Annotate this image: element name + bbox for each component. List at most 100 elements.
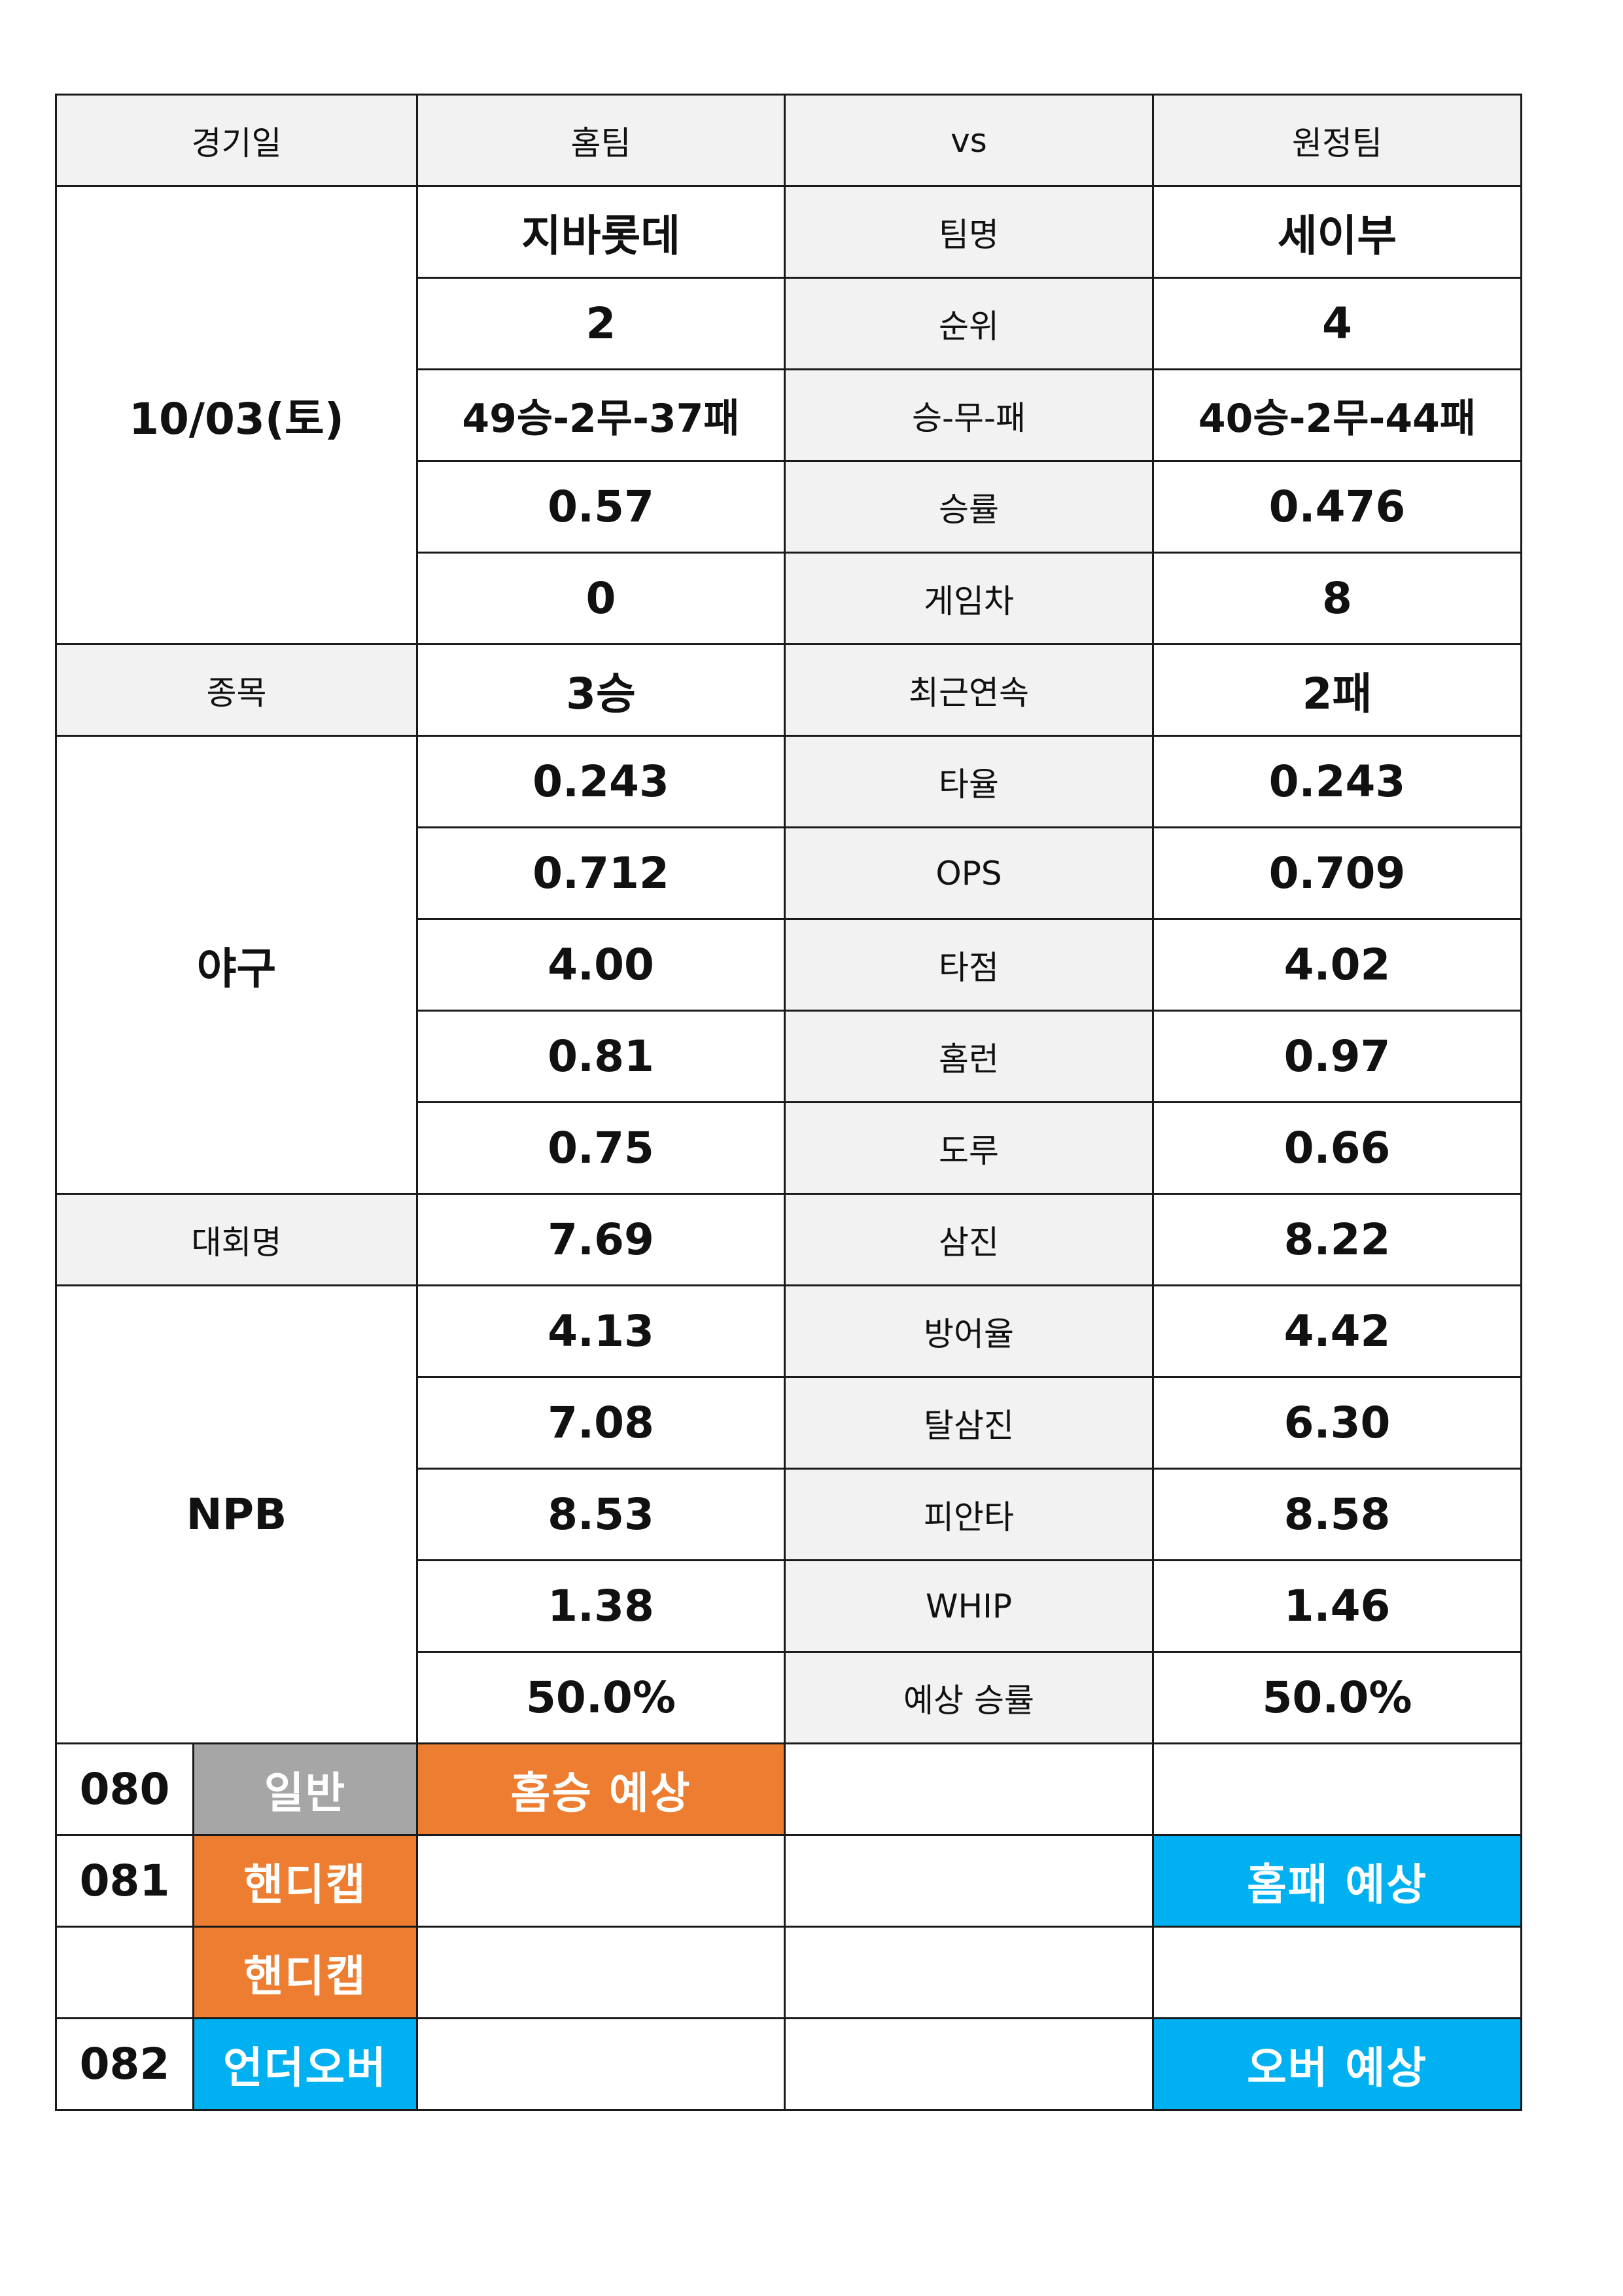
pick-empty-cell	[784, 1742, 1154, 1836]
home-team-name: 지바롯데	[416, 185, 786, 279]
away-value: 1.46	[1152, 1559, 1522, 1653]
stat-label: 승률	[784, 460, 1154, 554]
home-value: 49승-2무-37패	[416, 368, 786, 462]
away-pick	[1152, 1926, 1522, 2019]
stat-row: 0.75 도루 0.66	[56, 1101, 1522, 1195]
stat-row: 대회명 7.69 삼진 8.22	[55, 1193, 1522, 1286]
home-value: 4.00	[416, 918, 786, 1012]
home-streak: 3승	[416, 643, 786, 737]
away-value: 50.0%	[1152, 1651, 1522, 1744]
stat-label: 삼진	[784, 1193, 1154, 1286]
pick-number: 080	[55, 1742, 194, 1836]
away-value: 6.30	[1152, 1376, 1522, 1470]
away-value: 0.709	[1152, 826, 1522, 920]
home-value: 0.243	[416, 735, 786, 828]
away-value: 0.97	[1152, 1010, 1522, 1103]
pick-number: 081	[55, 1834, 194, 1928]
stat-row: 8.53 피안타 8.58	[56, 1468, 1522, 1561]
stat-label: 방어율	[784, 1284, 1154, 1378]
match-date: 10/03(토)	[55, 185, 418, 645]
league-value: NPB	[55, 1284, 418, 1744]
stat-label: 팀명	[784, 185, 1154, 279]
pick-row: 082 언더오버 오버 예상	[55, 2017, 1522, 2111]
stat-label: 피안타	[784, 1468, 1154, 1561]
away-value: 4	[1152, 277, 1522, 370]
home-pick: 홈승 예상	[416, 1742, 786, 1836]
stat-row: 0.81 홈런 0.97	[56, 1010, 1522, 1103]
away-streak: 2패	[1152, 643, 1522, 737]
header-date: 경기일	[55, 94, 418, 187]
stat-row: 1.38 WHIP 1.46	[56, 1559, 1522, 1653]
stat-row: NPB 4.13 방어율 4.42	[55, 1284, 1522, 1744]
stat-label: OPS	[784, 826, 1154, 920]
home-pick	[416, 2017, 786, 2111]
pick-empty-cell	[784, 1926, 1154, 2019]
stat-row: 7.08 탈삼진 6.30	[56, 1376, 1522, 1470]
stat-row: 종목 3승 최근연속 2패	[55, 643, 1522, 737]
stat-row: 0 게임차 8	[56, 552, 1522, 645]
away-pick: 홈패 예상	[1152, 1834, 1522, 1928]
stat-row: 4.00 타점 4.02	[56, 918, 1522, 1012]
stat-label: 순위	[784, 277, 1154, 370]
stat-row: 야구 0.243 타율 0.243	[55, 735, 1522, 1195]
home-value: 7.08	[416, 1376, 786, 1470]
stat-label: 승-무-패	[784, 368, 1154, 462]
home-value: 50.0%	[416, 1651, 786, 1744]
stat-label: 타율	[784, 735, 1154, 828]
home-pick	[416, 1926, 786, 2019]
sport-label: 종목	[55, 643, 418, 737]
pick-empty-cell	[784, 1834, 1154, 1928]
away-value: 8	[1152, 552, 1522, 645]
stat-row: 50.0% 예상 승률 50.0%	[56, 1651, 1522, 1744]
header-row: 경기일 홈팀 vs 원정팀	[55, 94, 1522, 187]
away-value: 0.243	[1152, 735, 1522, 828]
stat-row: 10/03(토) 지바롯데 팀명 세이부	[55, 185, 1522, 645]
away-value: 0.476	[1152, 460, 1522, 554]
header-away: 원정팀	[1152, 94, 1522, 187]
stat-label: 홈런	[784, 1010, 1154, 1103]
header-home: 홈팀	[416, 94, 786, 187]
away-pick	[1152, 1742, 1522, 1836]
away-value: 40승-2무-44패	[1152, 368, 1522, 462]
home-value: 2	[416, 277, 786, 370]
away-value: 8.22	[1152, 1193, 1522, 1286]
home-value: 0.712	[416, 826, 786, 920]
header-vs: vs	[784, 94, 1154, 187]
home-value: 7.69	[416, 1193, 786, 1286]
stat-row: 0.57 승률 0.476	[56, 460, 1522, 554]
away-value: 8.58	[1152, 1468, 1522, 1561]
stat-label: 게임차	[784, 552, 1154, 645]
home-value: 4.13	[416, 1284, 786, 1378]
home-value: 0.75	[416, 1101, 786, 1195]
pick-number: 082	[55, 2017, 194, 2111]
away-value: 4.02	[1152, 918, 1522, 1012]
home-value: 8.53	[416, 1468, 786, 1561]
pick-type: 언더오버	[192, 2017, 418, 2111]
pick-row: 080 일반 홈승 예상	[55, 1742, 1522, 1836]
home-value: 1.38	[416, 1559, 786, 1653]
league-label: 대회명	[55, 1193, 418, 1286]
home-value: 0	[416, 552, 786, 645]
pick-type: 일반	[192, 1742, 418, 1836]
away-pick: 오버 예상	[1152, 2017, 1522, 2111]
home-value: 0.81	[416, 1010, 786, 1103]
stat-label: 타점	[784, 918, 1154, 1012]
stat-row: 2 순위 4	[56, 277, 1522, 370]
stat-row: 49승-2무-37패 승-무-패 40승-2무-44패	[56, 368, 1522, 462]
sport-value: 야구	[55, 735, 418, 1195]
away-team-name: 세이부	[1152, 185, 1522, 279]
pick-type: 핸디캡	[192, 1926, 418, 2019]
pick-row: 081 핸디캡 홈패 예상	[55, 1834, 1522, 1928]
stat-label: 최근연속	[784, 643, 1154, 737]
pick-row: 핸디캡	[55, 1926, 1522, 2019]
home-pick	[416, 1834, 786, 1928]
stat-label: WHIP	[784, 1559, 1154, 1653]
stat-label: 예상 승률	[784, 1651, 1154, 1744]
home-value: 0.57	[416, 460, 786, 554]
match-analysis-table: 경기일 홈팀 vs 원정팀 10/03(토) 지바롯데 팀명 세이부 2 순위 …	[55, 94, 1522, 2111]
away-value: 0.66	[1152, 1101, 1522, 1195]
pick-type: 핸디캡	[192, 1834, 418, 1928]
stat-label: 탈삼진	[784, 1376, 1154, 1470]
stat-label: 도루	[784, 1101, 1154, 1195]
stat-row: 0.712 OPS 0.709	[56, 826, 1522, 920]
